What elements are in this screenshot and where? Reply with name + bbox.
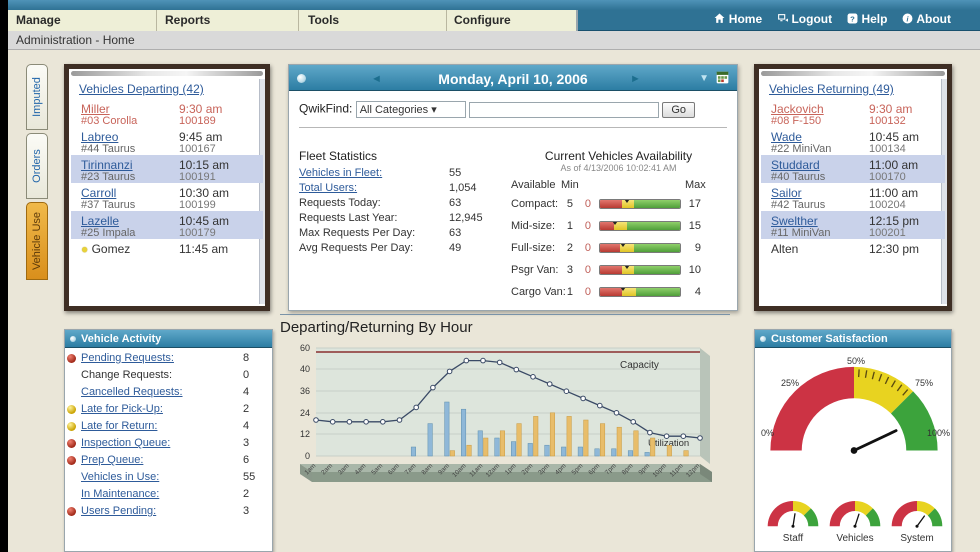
svg-text:0: 0 <box>305 451 310 461</box>
svg-text:36: 36 <box>300 386 310 396</box>
svg-text:24: 24 <box>300 408 310 418</box>
svg-text:12: 12 <box>300 429 310 439</box>
svg-text:Capacity: Capacity <box>620 360 659 371</box>
svg-text:60: 60 <box>300 343 310 353</box>
svg-text:?: ? <box>850 14 855 23</box>
svg-text:40: 40 <box>300 364 310 374</box>
